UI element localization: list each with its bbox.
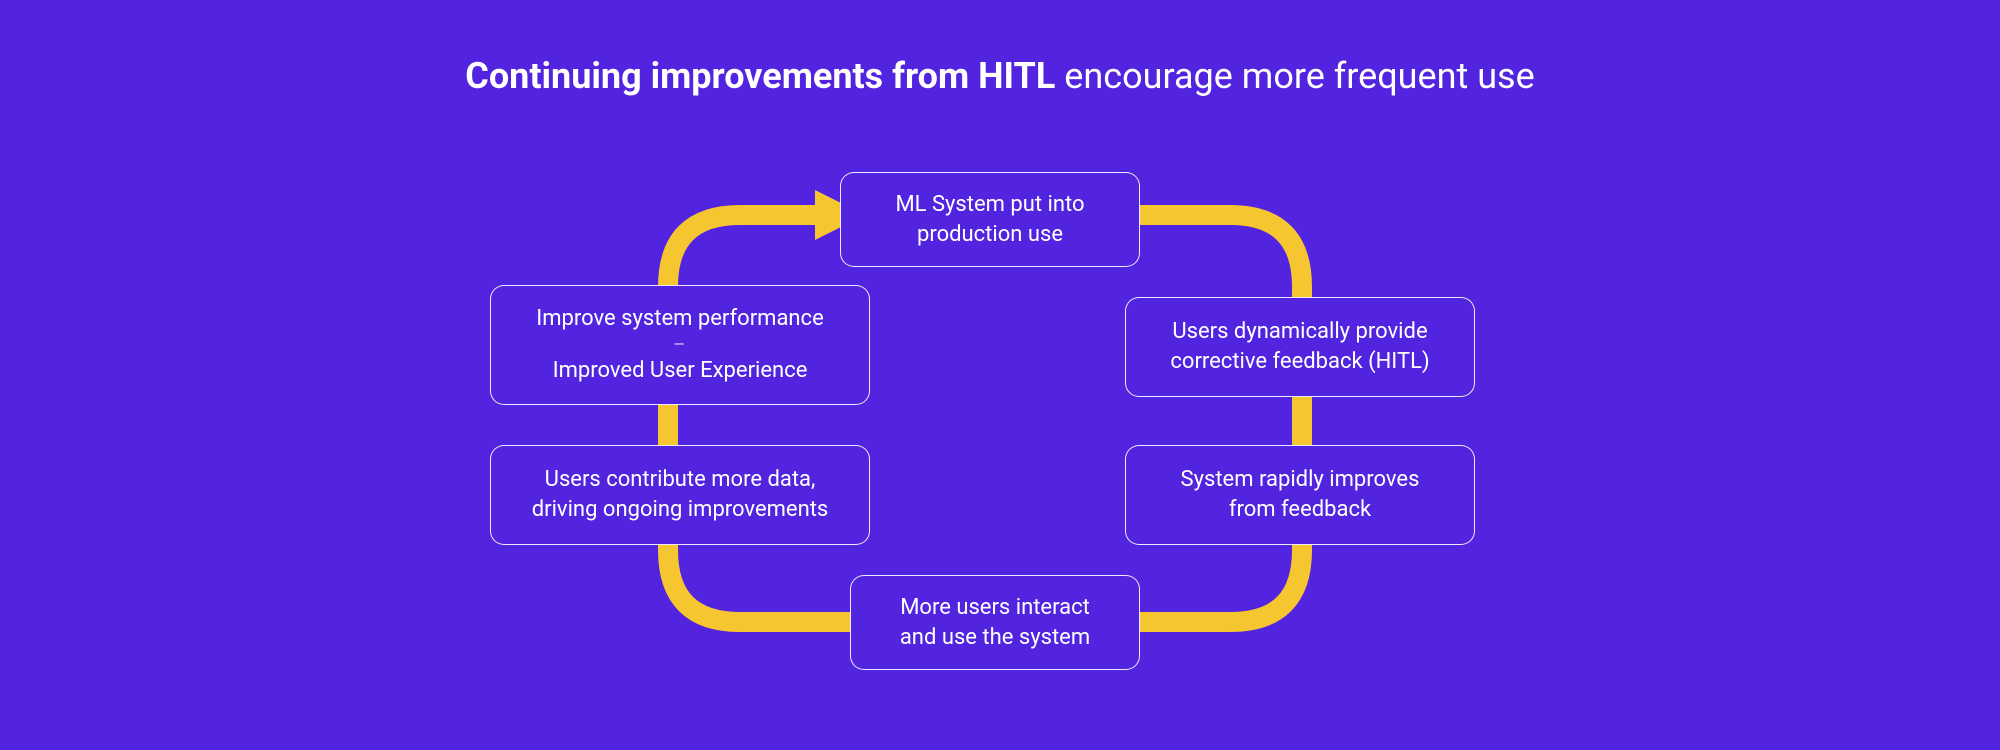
node-more-users: More users interact and use the system [850, 575, 1140, 670]
node-divider: — [674, 336, 687, 355]
node-users-feedback: Users dynamically provide corrective fee… [1125, 297, 1475, 397]
node-users-contribute: Users contribute more data, driving ongo… [490, 445, 870, 545]
node-text-line: production use [917, 220, 1063, 250]
nodes-layer: ML System put into production use Users … [0, 0, 2000, 750]
node-text-line: More users interact [900, 593, 1090, 623]
node-text-line: ML System put into [895, 190, 1084, 220]
node-text-line: corrective feedback (HITL) [1170, 347, 1429, 377]
node-text-line: Users contribute more data, [545, 465, 816, 495]
node-ml-production: ML System put into production use [840, 172, 1140, 267]
node-text-line: Improved User Experience [553, 356, 808, 386]
node-system-improves: System rapidly improves from feedback [1125, 445, 1475, 545]
node-text-line: Users dynamically provide [1172, 317, 1427, 347]
node-text-line: System rapidly improves [1181, 465, 1420, 495]
node-text-line: Improve system performance [536, 304, 824, 334]
node-text-line: driving ongoing improvements [532, 495, 829, 525]
node-improve-performance: Improve system performance — Improved Us… [490, 285, 870, 405]
diagram-canvas: Continuing improvements from HITL encour… [0, 0, 2000, 750]
node-text-line: from feedback [1229, 495, 1371, 525]
node-text-line: and use the system [900, 623, 1090, 653]
